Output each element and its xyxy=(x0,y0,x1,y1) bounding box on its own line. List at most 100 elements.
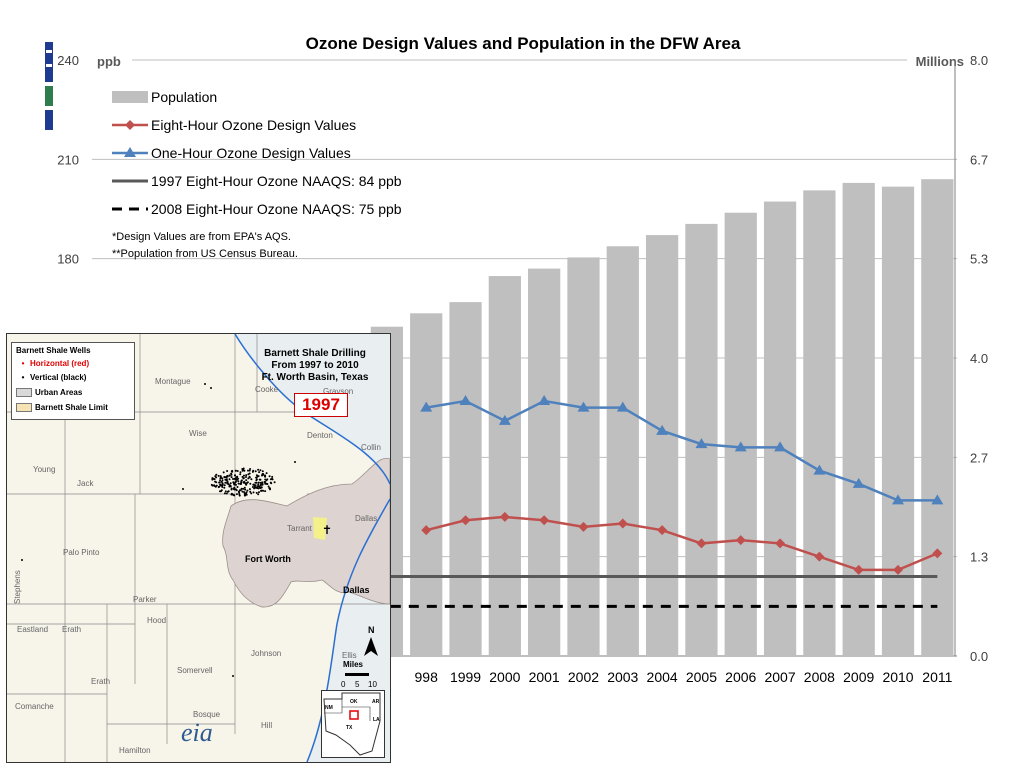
eight-hour-point xyxy=(421,525,432,536)
eight-hour-point xyxy=(893,564,904,575)
well-dot xyxy=(258,478,261,481)
well-dot xyxy=(226,490,229,493)
well-dot xyxy=(249,490,252,493)
population-bar xyxy=(724,212,757,656)
ozone-lines xyxy=(420,395,944,575)
y-right-unit: Millions xyxy=(916,54,964,69)
well-dot xyxy=(242,477,245,479)
well-dot xyxy=(217,486,220,489)
x-tick-label: 2011 xyxy=(922,669,952,685)
well-dot xyxy=(215,473,218,476)
well-dot xyxy=(232,478,234,480)
well-dot xyxy=(260,486,263,489)
well-dot xyxy=(226,480,229,483)
svg-text:10: 10 xyxy=(368,680,377,689)
well-dot xyxy=(235,483,237,486)
well-dot xyxy=(252,483,255,486)
legend-marker-triangle xyxy=(124,147,136,157)
well-dot xyxy=(250,478,253,481)
outside-shale-area xyxy=(235,334,390,762)
well-dot xyxy=(255,491,258,494)
population-bar xyxy=(449,302,482,656)
legend-swatch-population xyxy=(112,91,148,103)
well-dot xyxy=(230,493,233,496)
map-legend-urban: Urban Areas xyxy=(16,388,82,398)
population-bar xyxy=(410,313,443,656)
well-dot xyxy=(243,491,246,494)
eia-logo: eia xyxy=(181,718,213,747)
well-dot xyxy=(254,470,257,473)
cross-marker: ✝ xyxy=(322,523,332,537)
well-dot xyxy=(246,481,249,484)
well-dot xyxy=(263,481,266,483)
well-dot xyxy=(236,478,238,481)
note-design-values: *Design Values are from EPA's AQS. xyxy=(112,231,291,243)
one-hour-point xyxy=(498,414,511,425)
well-dot xyxy=(223,492,226,495)
well-dot xyxy=(243,486,246,489)
well-dot xyxy=(238,491,240,494)
well-dot xyxy=(255,474,258,477)
well-dot xyxy=(271,475,274,478)
population-bar xyxy=(528,268,561,656)
well-dot xyxy=(219,484,222,487)
y-left-tick-label: 210 xyxy=(57,152,79,167)
well-dot xyxy=(269,478,272,481)
city-label-fort-worth: Fort Worth xyxy=(245,554,291,564)
well-dot xyxy=(245,491,248,494)
well-dot xyxy=(218,481,221,484)
vertical-wells xyxy=(21,383,296,677)
well-dot xyxy=(261,470,264,473)
svg-text:AR: AR xyxy=(372,699,380,705)
well-dot xyxy=(226,470,229,472)
well-dot xyxy=(243,492,246,495)
well-dot xyxy=(220,489,223,492)
map-canvas: Montague Cooke Grayson Wise Denton Colli… xyxy=(7,334,390,762)
well-dot xyxy=(244,488,247,491)
county-label-comanche: Comanche xyxy=(15,702,54,711)
map-title: Barnett Shale Drilling From 1997 to 2010… xyxy=(261,348,369,383)
well-dot xyxy=(249,482,252,485)
well-dot xyxy=(210,387,212,389)
x-tick-label: 2008 xyxy=(804,669,835,685)
eight-hour-point xyxy=(853,564,864,575)
county-label-jack: Jack xyxy=(77,479,94,488)
well-dot xyxy=(250,492,253,495)
well-dot xyxy=(228,478,231,481)
well-dot xyxy=(260,489,263,492)
well-dot xyxy=(259,469,262,472)
well-dot xyxy=(262,473,264,475)
well-dot xyxy=(241,468,244,470)
well-dot xyxy=(226,482,229,485)
county-label-erath-north: Erath xyxy=(62,625,81,634)
well-dot xyxy=(241,490,244,493)
well-dot xyxy=(259,481,262,484)
county-label-tarrant: Tarrant xyxy=(287,524,313,533)
well-dot xyxy=(252,469,255,472)
well-dot xyxy=(238,489,241,492)
county-label-collin: Collin xyxy=(361,443,381,452)
well-dot xyxy=(237,480,240,483)
well-dot xyxy=(254,484,257,487)
one-hour-point xyxy=(695,438,708,449)
well-dot xyxy=(257,468,260,471)
well-dot xyxy=(229,482,232,485)
well-dot xyxy=(234,474,236,477)
x-ticks: 998 1999 2000 2001 2002 2003 2004 2005 2006 2007 2… xyxy=(415,669,953,685)
county-label-somervell: Somervell xyxy=(177,666,213,675)
well-dot xyxy=(267,485,270,488)
x-tick-label: 2010 xyxy=(882,669,913,685)
well-dot xyxy=(245,476,247,478)
population-bar xyxy=(567,257,600,656)
well-dot xyxy=(182,488,184,490)
x-tick-label: 2007 xyxy=(764,669,795,685)
county-label-hill: Hill xyxy=(261,721,272,730)
one-hour-point xyxy=(892,494,905,505)
well-dot xyxy=(220,480,223,483)
well-dot xyxy=(246,489,249,492)
map-legend: Barnett Shale Wells • Horizontal (red) • V… xyxy=(11,342,135,420)
y-right-tick-label: 4.0 xyxy=(970,351,988,366)
one-hour-point xyxy=(774,441,787,452)
well-dot xyxy=(21,559,23,561)
well-dot xyxy=(257,481,260,484)
